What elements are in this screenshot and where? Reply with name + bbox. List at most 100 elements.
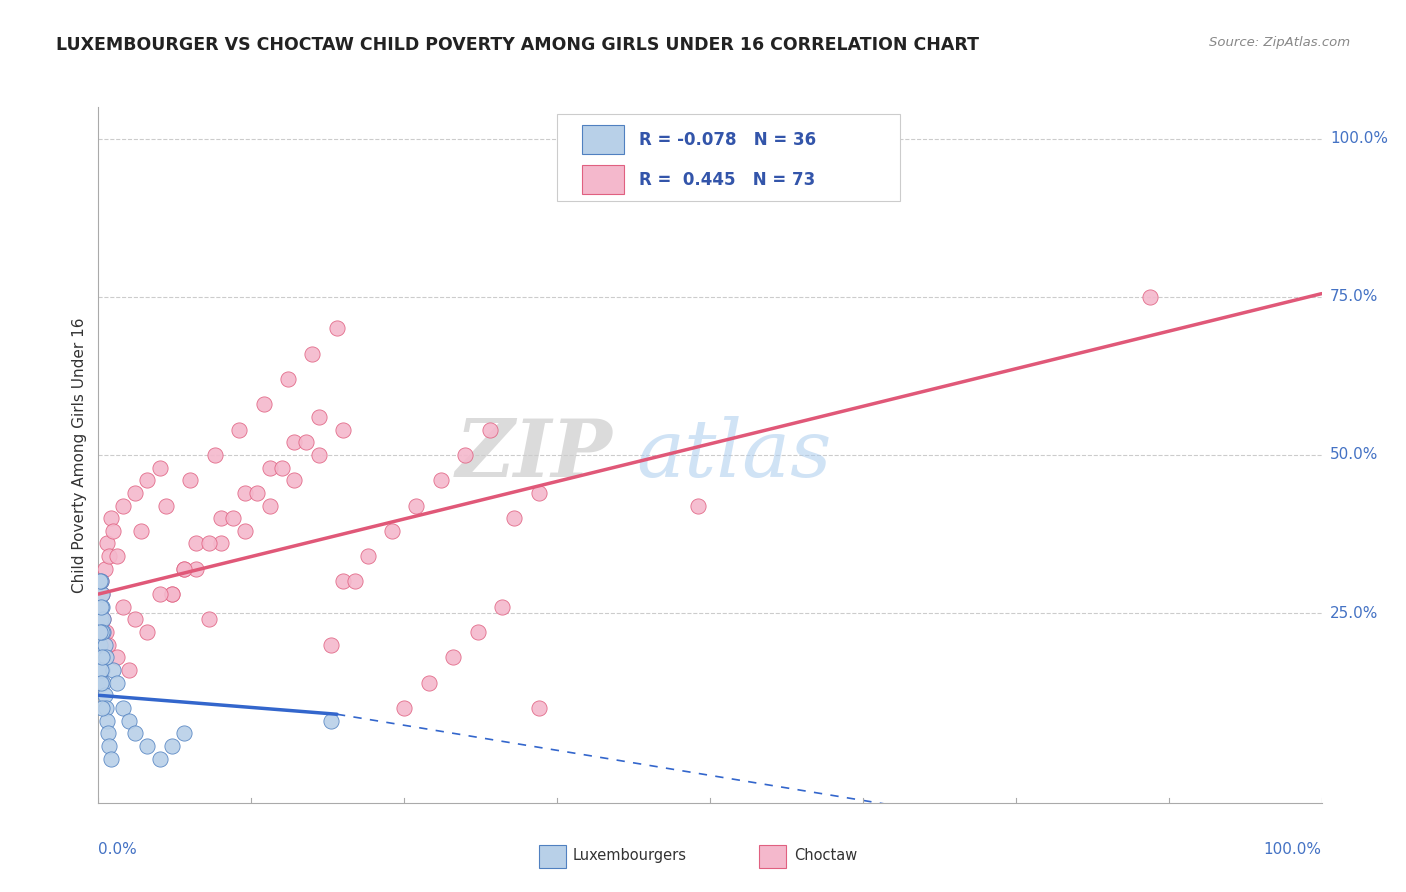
Point — [90, 574, 112, 589]
Point — [111, 701, 134, 715]
FancyBboxPatch shape — [582, 125, 624, 154]
Point — [91, 612, 114, 626]
Point — [94, 625, 117, 640]
Point — [332, 423, 354, 437]
Point — [209, 511, 232, 525]
Point — [97, 638, 120, 652]
Point — [392, 701, 416, 715]
Point — [97, 726, 120, 740]
Point — [344, 574, 367, 589]
Text: Luxembourgers: Luxembourgers — [574, 848, 688, 863]
Point — [91, 701, 114, 715]
Point — [96, 536, 118, 550]
Point — [93, 638, 115, 652]
Point — [90, 612, 112, 626]
Point — [105, 650, 128, 665]
FancyBboxPatch shape — [582, 165, 624, 194]
Point — [90, 675, 112, 690]
Point — [91, 650, 114, 665]
Point — [160, 587, 183, 601]
Point — [270, 460, 294, 475]
Point — [89, 574, 111, 589]
Point — [98, 739, 121, 753]
Point — [1139, 290, 1161, 304]
Point — [478, 423, 501, 437]
Point — [209, 536, 232, 550]
Text: Choctaw: Choctaw — [794, 848, 858, 863]
Point — [326, 321, 349, 335]
Point — [277, 372, 299, 386]
Point — [467, 625, 489, 640]
Text: 100.0%: 100.0% — [1264, 842, 1322, 856]
Point — [90, 663, 112, 677]
Point — [179, 473, 201, 487]
Point — [228, 423, 250, 437]
Text: R = -0.078   N = 36: R = -0.078 N = 36 — [640, 131, 817, 149]
Point — [527, 486, 550, 500]
Point — [136, 625, 159, 640]
Point — [118, 714, 141, 728]
Point — [118, 663, 141, 677]
Point — [160, 739, 183, 753]
Point — [105, 549, 128, 563]
Point — [91, 625, 114, 640]
Point — [124, 486, 146, 500]
Point — [252, 397, 274, 411]
FancyBboxPatch shape — [759, 846, 786, 868]
Point — [149, 587, 172, 601]
Y-axis label: Child Poverty Among Girls Under 16: Child Poverty Among Girls Under 16 — [72, 318, 87, 592]
Text: atlas: atlas — [637, 417, 832, 493]
Text: R =  0.445   N = 73: R = 0.445 N = 73 — [640, 171, 815, 189]
Point — [173, 562, 195, 576]
Point — [91, 587, 114, 601]
Point — [136, 473, 159, 487]
Text: 0.0%: 0.0% — [98, 842, 138, 856]
Point — [124, 612, 146, 626]
Point — [89, 625, 111, 640]
Text: ZIP: ZIP — [456, 417, 612, 493]
Point — [101, 524, 124, 538]
Point — [430, 473, 453, 487]
Point — [149, 751, 172, 765]
Point — [204, 448, 226, 462]
Point — [100, 751, 122, 765]
Point — [233, 486, 256, 500]
Point — [356, 549, 378, 563]
Point — [197, 612, 219, 626]
Point — [319, 714, 342, 728]
Point — [96, 714, 118, 728]
Point — [381, 524, 404, 538]
Point — [527, 701, 550, 715]
Point — [308, 448, 330, 462]
Point — [93, 562, 115, 576]
Point — [94, 701, 117, 715]
Text: 25.0%: 25.0% — [1330, 606, 1378, 621]
Point — [94, 650, 117, 665]
Text: 100.0%: 100.0% — [1330, 131, 1388, 146]
Point — [101, 663, 124, 677]
Point — [90, 574, 112, 589]
Point — [91, 675, 114, 690]
Point — [100, 511, 122, 525]
Point — [222, 511, 245, 525]
Point — [319, 638, 342, 652]
Point — [91, 625, 114, 640]
Point — [90, 650, 112, 665]
Point — [405, 499, 427, 513]
Point — [91, 663, 114, 677]
Point — [98, 549, 121, 563]
Point — [441, 650, 464, 665]
Text: 50.0%: 50.0% — [1330, 448, 1378, 462]
Point — [124, 726, 146, 740]
Point — [90, 599, 112, 614]
Point — [301, 347, 323, 361]
Point — [246, 486, 269, 500]
Point — [89, 599, 111, 614]
Point — [111, 499, 134, 513]
Point — [91, 587, 114, 601]
Point — [491, 599, 513, 614]
Point — [259, 460, 281, 475]
FancyBboxPatch shape — [557, 114, 900, 201]
Point — [186, 536, 208, 550]
Text: LUXEMBOURGER VS CHOCTAW CHILD POVERTY AMONG GIRLS UNDER 16 CORRELATION CHART: LUXEMBOURGER VS CHOCTAW CHILD POVERTY AM… — [56, 36, 979, 54]
